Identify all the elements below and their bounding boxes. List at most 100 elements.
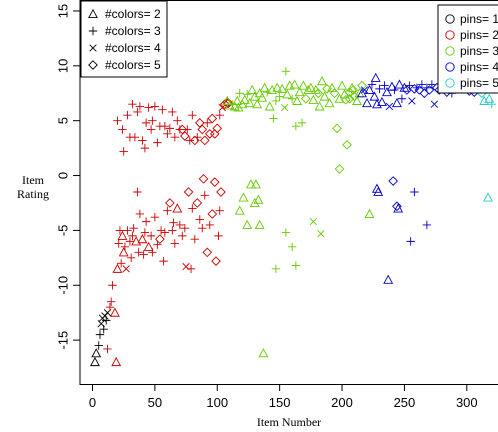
data-point-pins-2: [131, 236, 142, 246]
data-point-pins-2: [168, 226, 177, 235]
data-point-pins-4: [377, 96, 387, 107]
x-tick-label: 50: [148, 395, 162, 410]
data-point-pins-2: [158, 105, 167, 114]
data-point-pins-3: [319, 91, 330, 101]
data-point-pins-4: [362, 97, 372, 108]
data-point-pins-2: [122, 265, 130, 273]
x-axis-title: Item Number: [257, 415, 321, 429]
data-point-pins-1: [99, 324, 108, 334]
data-point-pins-2: [218, 103, 226, 112]
data-point-pins-3: [282, 89, 293, 99]
data-point-pins-3: [254, 88, 265, 98]
data-point-pins-3: [269, 114, 278, 123]
data-point-pins-3: [233, 102, 244, 112]
data-point-pins-2: [135, 209, 145, 219]
data-point-pins-2: [137, 234, 148, 244]
data-point-pins-3: [238, 192, 249, 202]
x-tick-label: 250: [394, 395, 416, 410]
data-point-pins-2: [209, 129, 220, 139]
data-point-pins-3: [287, 94, 297, 103]
legend-colors-markers: #colors= 2 #colors= 3 #colors= 4 #colors= 5: [80, 0, 168, 78]
data-point-pins-3: [292, 95, 303, 105]
data-point-pins-2: [186, 264, 196, 273]
data-point-pins-2: [172, 203, 183, 213]
legend-label: pins= 3: [460, 44, 498, 58]
data-point-pins-2: [155, 234, 165, 245]
data-point-pins-3: [239, 94, 250, 104]
data-point-pins-2: [119, 147, 128, 156]
data-point-pins-2: [197, 124, 208, 135]
data-point-pins-2: [108, 281, 117, 290]
data-point-pins-1: [102, 316, 111, 325]
data-point-pins-2: [103, 344, 112, 354]
data-point-pins-3: [308, 94, 319, 104]
data-point-pins-2: [148, 248, 157, 257]
data-point-pins-2: [109, 307, 120, 317]
data-point-pins-4: [393, 203, 404, 213]
data-point-pins-4: [405, 81, 414, 90]
data-point-pins-4: [380, 81, 389, 90]
data-point-pins-2: [128, 231, 137, 241]
data-point-pins-4: [427, 80, 437, 89]
data-point-pins-4: [417, 80, 427, 89]
legend-marker-plus: [88, 26, 98, 36]
data-point-pins-4: [406, 237, 415, 246]
data-point-pins-3: [294, 87, 305, 97]
data-point-pins-3: [344, 93, 355, 104]
x-tick-label: 300: [456, 395, 478, 410]
data-point-pins-2: [207, 209, 218, 219]
data-point-pins-1: [90, 356, 100, 367]
x-tick-label: 150: [269, 395, 291, 410]
legend-box: [437, 4, 498, 94]
data-point-pins-3: [271, 264, 281, 273]
data-point-pins-4: [408, 97, 416, 105]
data-point-pins-3: [303, 84, 314, 94]
legend-color-swatch-icon: [445, 62, 455, 72]
series-pins-3: [222, 67, 375, 358]
data-point-pins-3: [264, 101, 275, 111]
data-point-pins-3: [242, 219, 253, 229]
data-point-pins-2: [209, 177, 220, 187]
data-point-pins-3: [305, 82, 316, 92]
data-point-pins-3: [291, 261, 301, 270]
data-point-pins-2: [198, 173, 209, 184]
data-point-pins-2: [150, 102, 160, 111]
legend-color-swatch-icon: [445, 30, 455, 40]
data-point-pins-3: [301, 93, 311, 104]
legend-label: pins= 4: [460, 60, 498, 74]
data-point-pins-2: [211, 256, 221, 266]
data-point-pins-2: [223, 98, 234, 108]
data-point-pins-2: [125, 237, 135, 246]
data-point-pins-4: [369, 91, 380, 101]
data-point-pins-4: [390, 85, 399, 95]
data-point-pins-3: [309, 217, 318, 226]
data-point-pins-3: [235, 89, 244, 98]
data-point-pins-1: [95, 330, 105, 339]
y-axis: 15 10 5 0 -5 -10 -15: [55, 4, 80, 350]
data-point-pins-2: [129, 224, 138, 233]
data-point-pins-2: [175, 125, 185, 134]
data-point-pins-2: [215, 206, 224, 215]
data-point-pins-5: [484, 93, 495, 103]
legend-marker-triangle: [88, 8, 98, 19]
data-point-pins-2: [175, 220, 185, 230]
legend-label: pins= 1: [460, 12, 498, 26]
data-point-pins-2: [195, 215, 204, 224]
data-point-pins-2: [105, 303, 115, 312]
data-point-pins-3: [313, 88, 324, 99]
data-point-pins-3: [348, 85, 359, 95]
data-point-pins-2: [106, 297, 116, 306]
data-point-pins-4: [422, 220, 432, 230]
data-point-pins-2: [144, 103, 153, 112]
data-point-pins-3: [287, 242, 297, 252]
data-point-pins-4: [391, 97, 402, 108]
legend-color-swatch-icon: [445, 14, 455, 24]
series-pins-2: [103, 98, 234, 367]
data-point-pins-2: [183, 125, 192, 134]
data-point-pins-4: [383, 274, 394, 284]
data-point-pins-1: [94, 341, 103, 350]
data-point-pins-2: [198, 224, 207, 233]
data-point-pins-4: [372, 183, 382, 193]
data-point-pins-2: [159, 256, 168, 266]
data-point-pins-5: [487, 100, 496, 109]
